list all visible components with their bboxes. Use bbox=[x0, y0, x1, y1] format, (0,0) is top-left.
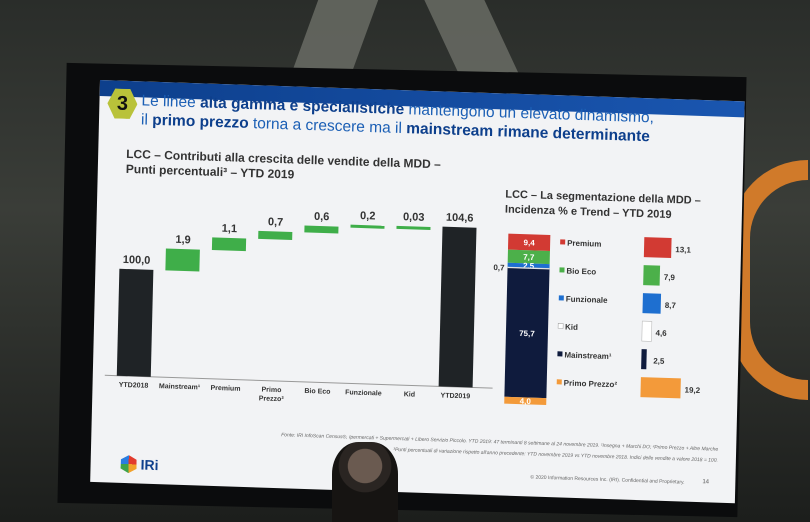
brand-name: IRi bbox=[140, 457, 158, 474]
legend-label: Premium bbox=[567, 239, 601, 249]
legend-label: Primo Prezzo² bbox=[564, 379, 618, 390]
trend-value-label: 19,2 bbox=[684, 386, 700, 396]
waterfall-value-label: 0,7 bbox=[268, 216, 284, 229]
category-label: YTD2018 bbox=[119, 382, 149, 390]
waterfall-value-label: 0,03 bbox=[403, 211, 425, 224]
trend-bar-3 bbox=[642, 321, 652, 341]
legend-label: Bio Eco bbox=[566, 267, 596, 277]
waterfall-value-label: 0,2 bbox=[360, 210, 376, 223]
legend-swatch bbox=[558, 323, 563, 328]
legend-label: Funzionale bbox=[566, 295, 609, 305]
trend-value-label: 4,6 bbox=[655, 329, 667, 338]
iri-logo: IRi bbox=[120, 455, 158, 474]
category-label: Bio Eco bbox=[304, 388, 330, 396]
category-label: Funzionale bbox=[345, 389, 382, 397]
legend-swatch bbox=[559, 295, 564, 300]
trend-value-label: 7,9 bbox=[664, 273, 676, 282]
waterfall-value-label: 104,6 bbox=[446, 212, 474, 225]
waterfall-bar-3 bbox=[258, 231, 292, 240]
category-label: Kid bbox=[404, 391, 415, 398]
trend-bar-4 bbox=[641, 349, 647, 369]
trend-bar-2 bbox=[642, 293, 661, 314]
legend-swatch bbox=[557, 351, 562, 356]
category-label: Primo bbox=[261, 387, 281, 395]
trend-bar-5 bbox=[640, 377, 680, 398]
legend-swatch bbox=[560, 239, 565, 244]
page-number: 14 bbox=[702, 479, 709, 485]
segment-value-label: 9,4 bbox=[523, 238, 535, 247]
waterfall-bar-1 bbox=[165, 248, 200, 271]
waterfall-bar-5 bbox=[350, 225, 384, 229]
trend-bar-0 bbox=[644, 237, 672, 258]
waterfall-value-label: 1,9 bbox=[175, 234, 191, 247]
category-label: Mainstream¹ bbox=[159, 383, 201, 391]
trend-value-label: 13,1 bbox=[675, 245, 691, 255]
waterfall-bar-6 bbox=[396, 226, 430, 230]
waterfall-value-label: 100,0 bbox=[123, 254, 151, 267]
waterfall-value-label: 1,1 bbox=[222, 223, 238, 236]
category-label: Premium bbox=[210, 385, 240, 393]
trend-value-label: 8,7 bbox=[665, 301, 677, 310]
legend-label: Mainstream¹ bbox=[564, 351, 612, 362]
legend-swatch bbox=[557, 379, 562, 384]
segment-value-label: 0,7 bbox=[493, 263, 505, 272]
trend-bar-1 bbox=[643, 265, 660, 286]
legend-label: Kid bbox=[565, 323, 578, 332]
waterfall-value-label: 0,6 bbox=[314, 211, 330, 224]
legend-swatch bbox=[559, 267, 564, 272]
trend-value-label: 2,5 bbox=[653, 356, 665, 365]
speaker-silhouette bbox=[332, 442, 398, 522]
category-label: YTD2019 bbox=[441, 392, 471, 400]
presentation-slide: 3 Le linee alta gamma e specialistiche m… bbox=[90, 80, 744, 503]
segment-value-label: 75,7 bbox=[519, 329, 535, 339]
segment-value-label: 4,0 bbox=[520, 397, 532, 406]
waterfall-bar-4 bbox=[304, 225, 338, 233]
waterfall-bar-7 bbox=[439, 227, 477, 388]
category-label: Prezzo² bbox=[259, 395, 285, 403]
waterfall-bar-2 bbox=[212, 237, 246, 251]
iri-cube-icon bbox=[120, 455, 136, 474]
waterfall-bar-0 bbox=[117, 269, 154, 377]
